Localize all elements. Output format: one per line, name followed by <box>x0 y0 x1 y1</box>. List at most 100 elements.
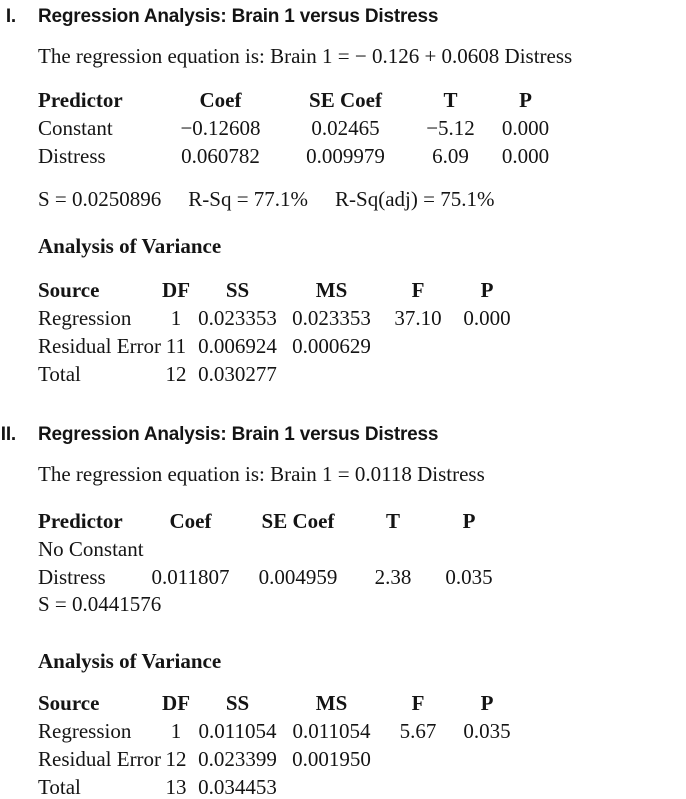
r-sq-value: R-Sq = 77.1% <box>188 187 309 211</box>
table-row: No Constant <box>38 535 515 563</box>
table-cell <box>284 773 379 799</box>
column-header: P <box>480 691 494 715</box>
table-header-row: Predictor Coef SE Coef T P <box>38 507 515 535</box>
table-row: Distress 0.011807 0.004959 2.38 0.035 <box>38 563 515 591</box>
column-header: SE Coef <box>261 509 335 533</box>
table-cell <box>457 773 517 799</box>
table-cell: −5.12 <box>426 116 475 140</box>
anova-heading: Analysis of Variance <box>38 649 222 673</box>
table-cell: 0.023399 <box>198 747 277 771</box>
table-cell: 0.006924 <box>198 334 277 358</box>
table-cell: Regression <box>38 719 132 743</box>
table-cell: Distress <box>38 144 106 168</box>
column-header: Source <box>38 278 100 302</box>
table-cell: Residual Error <box>38 747 162 771</box>
r-sq-adj-value: R-Sq(adj) = 75.1% <box>335 187 495 211</box>
column-header: MS <box>315 691 348 715</box>
table-row: Constant −0.12608 0.02465 −5.12 0.000 <box>38 114 558 142</box>
predictor-table: Predictor Coef SE Coef T P Constant −0.12608 0.… <box>38 86 558 170</box>
table-cell <box>284 360 379 388</box>
column-header: MS <box>315 278 348 302</box>
table-cell: 0.011054 <box>292 719 371 743</box>
table-row: Total 13 0.034453 <box>38 773 517 799</box>
anova-heading: Analysis of Variance <box>38 234 222 258</box>
table-row: Regression 1 0.023353 0.023353 37.10 0.000 <box>38 304 517 332</box>
table-cell: No Constant <box>38 537 144 561</box>
column-header: SS <box>225 691 250 715</box>
table-row: Total 12 0.030277 <box>38 360 517 388</box>
table-cell: Distress <box>38 565 106 589</box>
table-cell: 0.023353 <box>198 306 277 330</box>
table-row: Regression 1 0.011054 0.011054 5.67 0.035 <box>38 717 517 745</box>
table-cell <box>233 535 363 563</box>
regression-equation: The regression equation is: Brain 1 = − … <box>38 44 573 68</box>
model-summary: S = 0.0250896 R-Sq = 77.1% R-Sq(adj) = 7… <box>38 186 686 212</box>
table-cell: 11 <box>165 334 187 358</box>
anova-table: Source DF SS MS F P Regression 1 0.011054 0.01105… <box>38 689 517 799</box>
column-header: Predictor <box>38 509 123 533</box>
section-numeral: II. <box>0 424 16 445</box>
table-cell: 0.030277 <box>198 362 277 386</box>
column-header: DF <box>162 691 191 715</box>
table-cell: −0.12608 <box>180 116 261 140</box>
predictor-table: Predictor Coef SE Coef T P No Constant Distres… <box>38 507 515 591</box>
table-header-row: Source DF SS MS F P <box>38 689 517 717</box>
table-header-row: Source DF SS MS F P <box>38 276 517 304</box>
anova-table: Source DF SS MS F P Regression 1 0.023353 0.02335… <box>38 276 517 388</box>
table-cell: 37.10 <box>394 306 442 330</box>
column-header: P <box>462 509 476 533</box>
table-cell: Residual Error <box>38 334 162 358</box>
column-header: Source <box>38 691 100 715</box>
table-cell: 0.000 <box>501 144 550 168</box>
table-cell: 2.38 <box>374 565 412 589</box>
table-row: Residual Error 12 0.023399 0.001950 <box>38 745 517 773</box>
table-cell: 0.011054 <box>198 719 277 743</box>
table-cell: Total <box>38 362 81 386</box>
table-cell: 6.09 <box>432 144 469 168</box>
table-cell: 5.67 <box>399 719 437 743</box>
table-cell: 12 <box>165 362 187 386</box>
s-value: S = 0.0441576 <box>38 592 162 616</box>
table-cell <box>148 535 233 563</box>
s-value: S = 0.0250896 <box>38 187 162 211</box>
table-cell: 0.02465 <box>311 116 380 140</box>
column-header: DF <box>162 278 191 302</box>
table-cell: 1 <box>170 306 182 330</box>
table-cell: 0.000629 <box>292 334 371 358</box>
table-cell: 0.035 <box>445 565 493 589</box>
table-cell: 0.009979 <box>306 144 385 168</box>
column-header: P <box>480 278 494 302</box>
column-header: T <box>443 88 458 112</box>
table-cell: 0.011807 <box>151 565 230 589</box>
table-cell <box>379 360 457 388</box>
regression-equation: The regression equation is: Brain 1 = 0.… <box>38 462 485 486</box>
table-cell: 0.000 <box>501 116 550 140</box>
table-cell: Total <box>38 775 81 799</box>
table-row: Distress 0.060782 0.009979 6.09 0.000 <box>38 142 558 170</box>
table-cell <box>363 535 423 563</box>
table-cell: 1 <box>170 719 182 743</box>
table-cell <box>457 745 517 773</box>
column-header: Coef <box>169 509 212 533</box>
column-header: SS <box>225 278 250 302</box>
section-title: Regression Analysis: Brain 1 versus Dist… <box>38 424 439 445</box>
column-header: F <box>411 691 425 715</box>
table-cell <box>457 332 517 360</box>
table-cell: 13 <box>165 775 187 799</box>
table-cell: 12 <box>165 747 187 771</box>
table-cell <box>457 360 517 388</box>
section-numeral: I. <box>5 6 16 27</box>
column-header: F <box>411 278 425 302</box>
table-cell <box>379 332 457 360</box>
column-header: Coef <box>199 88 242 112</box>
table-cell <box>423 535 515 563</box>
table-header-row: Predictor Coef SE Coef T P <box>38 86 558 114</box>
table-cell: 0.004959 <box>258 565 338 589</box>
regression-section-2: II. Regression Analysis: Brain 1 versus … <box>0 424 686 799</box>
column-header: SE Coef <box>309 88 382 112</box>
column-header: T <box>385 509 400 533</box>
regression-section-1: I. Regression Analysis: Brain 1 versus D… <box>0 6 686 388</box>
table-cell: 0.023353 <box>292 306 371 330</box>
table-cell: 0.034453 <box>198 775 277 799</box>
model-summary: S = 0.0441576 <box>38 591 686 617</box>
